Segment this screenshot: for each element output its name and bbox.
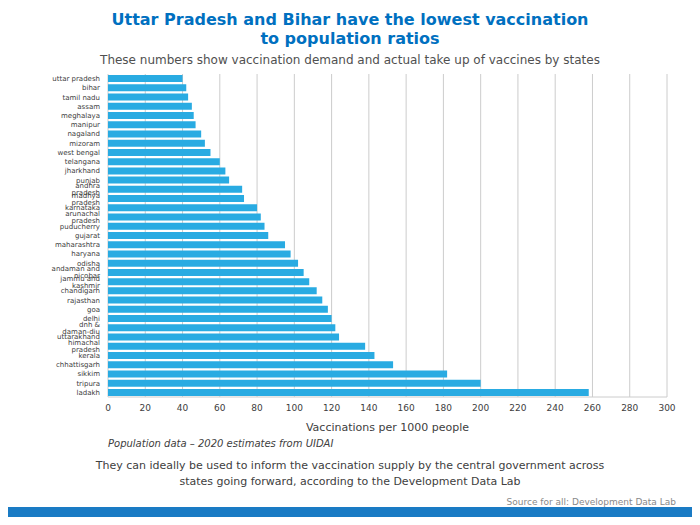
svg-text:80: 80 xyxy=(251,403,263,413)
svg-text:280: 280 xyxy=(621,403,638,413)
svg-text:assam: assam xyxy=(77,103,100,111)
svg-text:140: 140 xyxy=(360,403,377,413)
svg-text:rajasthan: rajasthan xyxy=(67,297,100,305)
svg-text:sikkim: sikkim xyxy=(78,370,101,378)
svg-text:goa: goa xyxy=(87,306,100,314)
svg-text:20: 20 xyxy=(140,403,152,413)
svg-text:60: 60 xyxy=(214,403,226,413)
svg-text:bihar: bihar xyxy=(82,84,100,92)
svg-text:160: 160 xyxy=(398,403,415,413)
svg-text:ladakh: ladakh xyxy=(77,389,100,397)
svg-text:haryana: haryana xyxy=(71,250,100,258)
svg-text:uttar pradesh: uttar pradesh xyxy=(52,75,100,83)
svg-text:300: 300 xyxy=(658,403,675,413)
svg-text:40: 40 xyxy=(177,403,189,413)
svg-text:240: 240 xyxy=(547,403,564,413)
svg-text:kerala: kerala xyxy=(78,352,100,360)
svg-text:gujarat: gujarat xyxy=(75,232,100,240)
svg-text:manipur: manipur xyxy=(71,121,100,129)
svg-text:nagaland: nagaland xyxy=(67,130,100,138)
svg-text:chhattisgarh: chhattisgarh xyxy=(56,361,100,369)
svg-text:jharkhand: jharkhand xyxy=(64,167,100,175)
svg-text:0: 0 xyxy=(105,403,111,413)
svg-text:telangana: telangana xyxy=(65,158,100,166)
svg-text:220: 220 xyxy=(509,403,526,413)
svg-text:mizoram: mizoram xyxy=(69,140,100,148)
svg-text:120: 120 xyxy=(323,403,340,413)
svg-text:maharashtra: maharashtra xyxy=(55,241,100,249)
svg-text:100: 100 xyxy=(286,403,303,413)
svg-text:chandigarh: chandigarh xyxy=(61,287,100,295)
svg-text:meghalaya: meghalaya xyxy=(61,112,100,120)
svg-text:180: 180 xyxy=(435,403,452,413)
svg-text:Vaccinations per 1000 people: Vaccinations per 1000 people xyxy=(306,421,469,434)
svg-text:puducherry: puducherry xyxy=(60,223,100,231)
svg-text:tamil nadu: tamil nadu xyxy=(62,94,100,102)
svg-text:260: 260 xyxy=(584,403,601,413)
svg-text:west bengal: west bengal xyxy=(57,149,100,157)
svg-text:tripura: tripura xyxy=(76,380,100,388)
svg-text:200: 200 xyxy=(472,403,489,413)
